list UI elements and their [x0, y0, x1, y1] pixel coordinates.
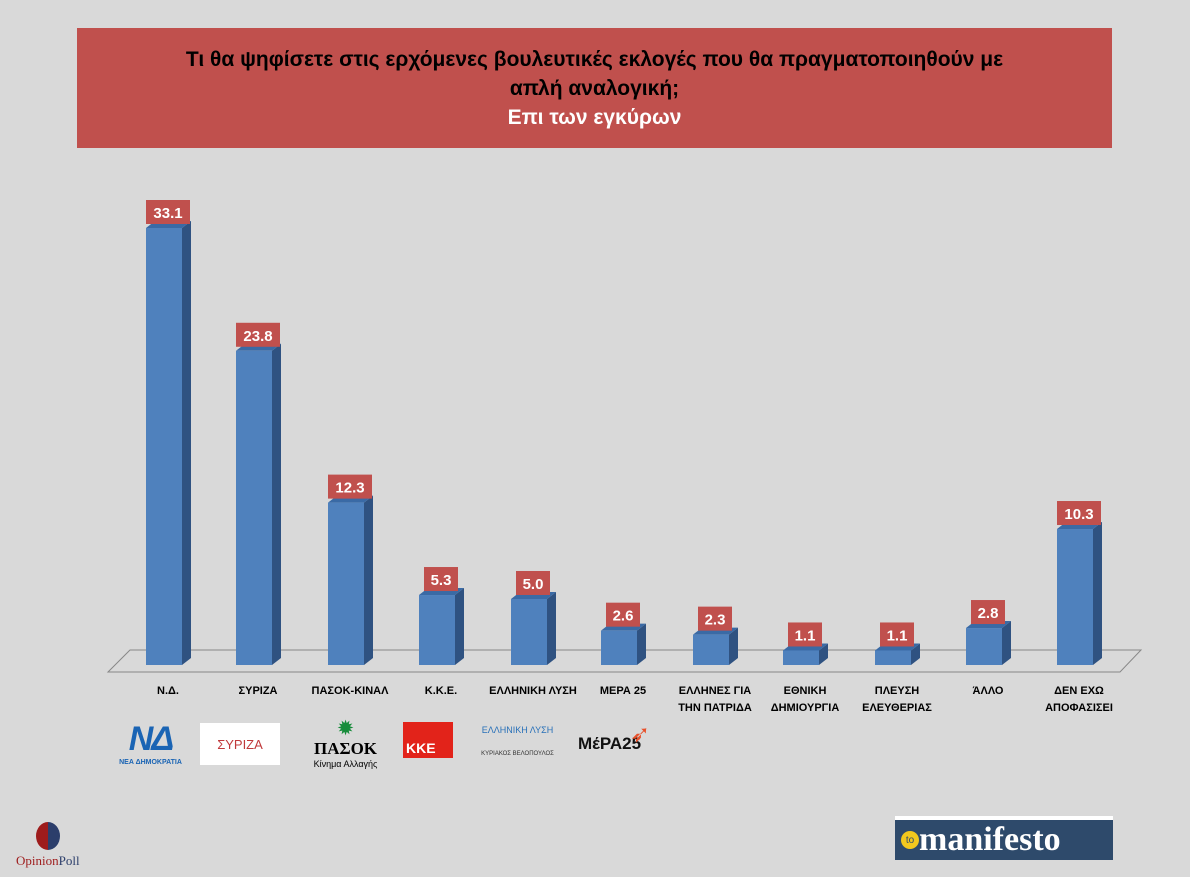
bar	[1057, 529, 1093, 665]
title-line-1: Τι θα ψηφίσετε στις ερχόμενες βουλευτικέ…	[185, 47, 1004, 71]
manifesto-logo: to manifesto	[895, 816, 1113, 860]
data-label-bg	[424, 567, 458, 592]
x-tick-label: ΕΛΛΗΝΕΣ ΓΙΑ ΤΗΝ ΠΑΤΡΙΔΑ	[678, 685, 752, 714]
data-label-bg	[880, 622, 914, 647]
bar-side	[364, 495, 373, 665]
bar-side	[182, 221, 191, 665]
bar	[783, 650, 819, 665]
bar-side	[819, 643, 828, 665]
bar	[693, 634, 729, 665]
x-tick-label: ΠΛΕΥΣΗ ΕΛΕΥΘΕΡΙΑΣ	[862, 685, 932, 714]
bar-side	[729, 627, 738, 665]
data-label: 2.8	[978, 605, 999, 622]
opinion-poll-logo: OpinionPoll	[16, 822, 80, 870]
data-label-bg	[328, 474, 372, 499]
elliniki-lysi-logo: ΕΛΛΗΝΙΚΗ ΛΥΣΗ ΚΥΡΙΑΚΟΣ ΒΕΛΟΠΟΥΛΟΣ	[481, 725, 554, 757]
x-tick-label: ΕΘΝΙΚΗ ΔΗΜΙΟΥΡΓΙΑ	[770, 685, 840, 714]
data-label: 2.6	[613, 608, 634, 625]
bar	[875, 650, 911, 665]
title-line-2: απλή αναλογική;	[509, 76, 680, 100]
bar	[419, 595, 455, 665]
data-label-bg	[1057, 501, 1101, 526]
nd-logo: ΝΔ ΝΕΑ ΔΗΜΟΚΡΑΤΙΑ	[119, 720, 182, 766]
data-label-bg	[516, 570, 550, 595]
x-tick-label: ΕΛΛΗΝΙΚΗ ΛΥΣΗ	[489, 685, 577, 697]
data-label: 5.0	[523, 576, 544, 593]
data-label-bg	[236, 322, 280, 347]
data-label: 2.3	[705, 612, 726, 629]
bar	[236, 350, 272, 665]
data-label-bg	[146, 200, 190, 224]
chart-title: Τι θα ψηφίσετε στις ερχόμενες βουλευτικέ…	[77, 28, 1112, 148]
x-tick-label: ΠΑΣΟΚ-ΚΙΝΑΛ	[311, 685, 389, 697]
data-label: 1.1	[795, 627, 816, 644]
bar	[601, 630, 637, 665]
bar-side	[1002, 621, 1011, 665]
bar-side	[637, 623, 646, 665]
data-label-bg	[698, 606, 732, 631]
bar	[328, 502, 364, 665]
bar-side	[272, 343, 281, 665]
x-tick-label: ΆΛΛΟ	[972, 685, 1004, 697]
x-tick-label: ΜΕΡΑ 25	[599, 685, 647, 697]
chart-subtitle: Επι των εγκύρων	[507, 105, 682, 129]
data-label: 5.3	[431, 572, 452, 589]
mera25-logo: ΜέΡΑ25	[578, 734, 642, 753]
bar-side	[455, 588, 464, 665]
kke-logo: ΚΚΕ	[403, 722, 453, 758]
x-tick-label: ΣΥΡΙΖΑ	[238, 685, 278, 697]
x-tick-label: Ν.Δ.	[157, 685, 179, 697]
mera25-swallow-icon: ➶	[630, 721, 651, 748]
data-label: 33.1	[153, 205, 182, 222]
data-label: 23.8	[243, 328, 272, 345]
bar	[511, 598, 547, 665]
syriza-logo: ΣΥΡΙΖΑ	[200, 723, 280, 765]
data-label: 12.3	[335, 480, 364, 497]
bar-side	[547, 591, 556, 665]
bar-side	[1093, 522, 1102, 665]
pasok-logo: ✹ ΠΑΣΟΚ Κίνημα Αλλαγής	[313, 718, 378, 769]
x-tick-label: ΔΕΝ ΕΧΩ ΑΠΟΦΑΣΙΣΕΙ	[1045, 685, 1113, 714]
data-label-bg	[971, 600, 1005, 625]
data-label-bg	[606, 602, 640, 627]
data-label: 10.3	[1064, 506, 1093, 523]
data-label: 1.1	[887, 627, 908, 644]
bar	[146, 228, 182, 665]
x-tick-label: Κ.Κ.Ε.	[424, 685, 458, 697]
data-label-bg	[788, 622, 822, 647]
bar-side	[911, 643, 920, 665]
bar	[966, 628, 1002, 665]
